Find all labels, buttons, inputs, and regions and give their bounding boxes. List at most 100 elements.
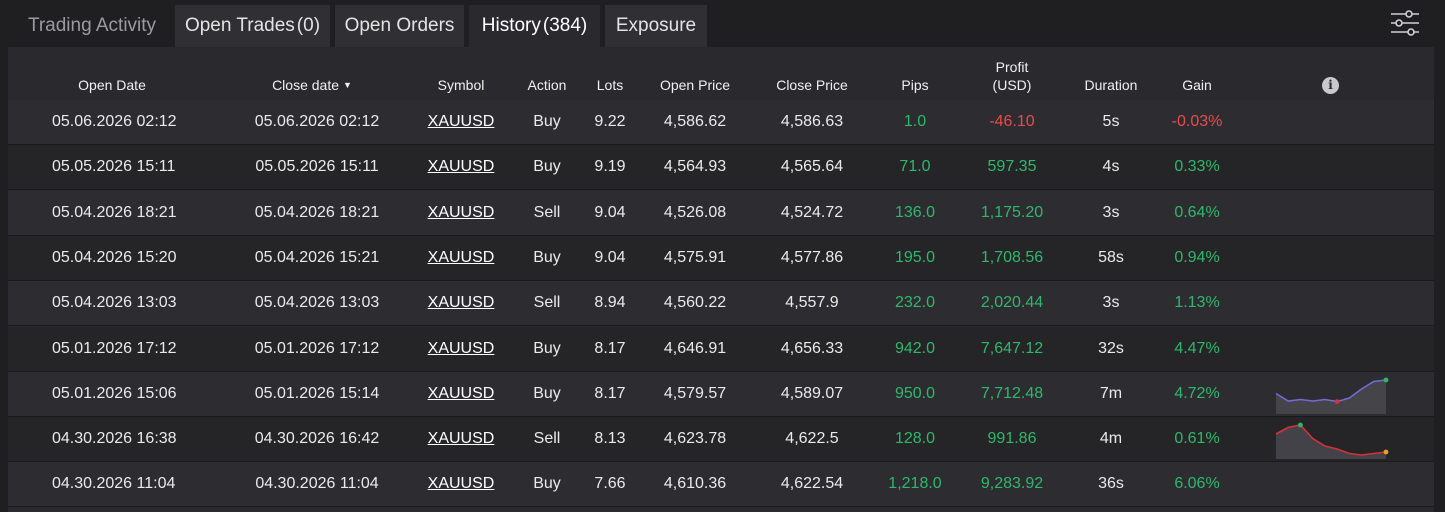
cell-action: Buy (533, 113, 561, 130)
cell-open-price: 4,586.62 (663, 113, 727, 130)
cell-lots: 8.13 (594, 430, 626, 448)
cell-open-price: 4,575.91 (663, 248, 727, 266)
cell-open-price: 4,526.08 (663, 203, 727, 221)
cell-pips: 942.0 (894, 339, 936, 357)
trade-sparkline (1275, 377, 1389, 414)
cell-open-date: 04.30.2026 11:04 (52, 475, 176, 493)
table-row[interactable]: 05.04.2026 15:20 05.04.2026 15:21 XAUUSD Bu… (8, 235, 1434, 281)
cell-symbol[interactable]: XAUUSD (427, 203, 495, 221)
tab-open-trades[interactable]: Open Trades (0) (175, 5, 330, 47)
col-pips[interactable]: Pips (901, 77, 929, 93)
tab-count: (384) (542, 15, 588, 36)
cell-symbol[interactable]: XAUUSD (427, 158, 495, 176)
cell-profit: 9,283.92 (980, 475, 1044, 493)
cell-lots: 7.66 (594, 475, 626, 493)
cell-open-price: 4,564.93 (663, 158, 727, 176)
col-gain[interactable]: Gain (1182, 77, 1212, 93)
cell-gain: 0.94% (1174, 248, 1220, 266)
tab-bar: Trading Activity Open Trades (0) Open Ord… (0, 0, 1445, 47)
col-duration[interactable]: Duration (1084, 77, 1138, 93)
cell-gain: 4.47% (1174, 339, 1220, 357)
cell-duration: 3s (1102, 203, 1120, 221)
table-row[interactable]: 04.30.2026 11:04 04.30.2026 11:04 XAUUSD Bu… (8, 462, 1434, 508)
cell-open-date: 05.01.2026 15:06 (52, 384, 177, 402)
cell-gain: -0.03% (1171, 113, 1223, 130)
cell-duration: 32s (1098, 339, 1124, 357)
cell-gain: 1.13% (1174, 294, 1220, 312)
tab-open-orders[interactable]: Open Orders (335, 5, 464, 47)
cell-close-date: 05.01.2026 15:14 (254, 384, 380, 402)
cell-lots: 9.04 (594, 248, 626, 266)
cell-pips: 136.0 (894, 203, 936, 221)
col-open-date[interactable]: Open Date (78, 77, 146, 93)
cell-open-date: 04.30.2026 16:38 (52, 430, 177, 448)
cell-gain: 6.06% (1174, 475, 1220, 493)
cell-pips: 1,218.0 (888, 475, 942, 493)
cell-gain: 4.72% (1174, 384, 1220, 402)
col-profit[interactable]: Profit (USD) (992, 59, 1032, 93)
cell-gain: 0.33% (1174, 158, 1220, 176)
cell-duration: 4m (1099, 430, 1123, 448)
cell-symbol[interactable]: XAUUSD (427, 294, 495, 312)
trade-sparkline (1275, 422, 1389, 460)
cell-duration: 5s (1102, 113, 1120, 130)
cell-close-date: 05.04.2026 15:21 (254, 248, 380, 266)
cell-duration: 7m (1099, 384, 1123, 402)
col-close-date[interactable]: Close date ▼ (272, 77, 352, 93)
table-row[interactable]: 05.04.2026 13:03 05.04.2026 13:03 XAUUSD Se… (8, 281, 1434, 327)
cell-lots: 8.94 (594, 294, 626, 312)
cell-symbol[interactable]: XAUUSD (427, 384, 495, 402)
tab-trading-activity[interactable]: Trading Activity (12, 5, 172, 47)
cell-action: Buy (533, 475, 561, 493)
info-circle-icon[interactable]: i (1322, 77, 1339, 94)
sparkline-low-marker (1334, 398, 1340, 404)
col-action[interactable]: Action (527, 77, 567, 93)
cell-symbol[interactable]: XAUUSD (427, 113, 495, 130)
cell-symbol[interactable]: XAUUSD (427, 430, 495, 448)
cell-action: Sell (533, 203, 561, 221)
cell-close-date: 04.30.2026 11:04 (255, 475, 379, 493)
cell-lots: 8.17 (594, 384, 626, 402)
col-open-price[interactable]: Open Price (659, 77, 731, 93)
tab-count: (0) (296, 15, 321, 36)
cell-close-price: 4,586.63 (780, 113, 844, 130)
cell-open-price: 4,623.78 (663, 430, 727, 448)
tab-exposure[interactable]: Exposure (605, 5, 707, 47)
sliders-icon[interactable] (1388, 8, 1422, 38)
cell-duration: 3s (1102, 294, 1120, 312)
col-close-price[interactable]: Close Price (776, 77, 848, 93)
cell-lots: 9.04 (594, 203, 626, 221)
table-row[interactable]: 04.30.2026 16:38 04.30.2026 16:42 XAUUSD Se… (8, 417, 1434, 463)
cell-close-date: 05.06.2026 02:12 (254, 113, 380, 130)
cell-lots: 9.22 (594, 113, 626, 130)
table-row[interactable]: 05.01.2026 17:12 05.01.2026 17:12 XAUUSD Bu… (8, 326, 1434, 372)
sparkline-area (1276, 379, 1386, 414)
table-row[interactable]: 05.01.2026 15:06 05.01.2026 15:14 XAUUSD Bu… (8, 371, 1434, 417)
cell-duration: 4s (1102, 158, 1120, 176)
table-row[interactable]: 05.06.2026 02:12 05.06.2026 02:12 XAUUSD Bu… (8, 100, 1434, 145)
sort-desc-icon: ▼ (343, 80, 352, 90)
tab-label: History (481, 15, 541, 36)
tab-history[interactable]: History (384) (469, 5, 600, 47)
cell-open-date: 05.04.2026 18:21 (52, 203, 177, 221)
cell-open-price: 4,646.91 (663, 339, 727, 357)
cell-duration: 36s (1098, 475, 1124, 493)
table-row[interactable]: 05.04.2026 18:21 05.04.2026 18:21 XAUUSD Se… (8, 190, 1434, 236)
cell-lots: 9.19 (594, 158, 626, 176)
col-symbol[interactable]: Symbol (437, 77, 485, 93)
cell-open-date: 05.04.2026 13:03 (52, 294, 177, 312)
col-lots[interactable]: Lots (596, 77, 624, 93)
cell-symbol[interactable]: XAUUSD (427, 339, 495, 357)
table-row[interactable]: 05.05.2026 15:11 05.05.2026 15:11 XAUUSD Bu… (8, 145, 1434, 191)
cell-gain: 0.61% (1174, 430, 1220, 448)
cell-close-price: 4,656.33 (780, 339, 844, 357)
sparkline-low-marker (1383, 449, 1389, 455)
cell-symbol[interactable]: XAUUSD (427, 248, 495, 266)
tab-label: Trading Activity (27, 15, 157, 36)
cell-open-price: 4,610.36 (663, 475, 727, 493)
cell-action: Sell (533, 294, 561, 312)
cell-close-price: 4,565.64 (780, 158, 844, 176)
cell-action: Buy (533, 248, 561, 266)
cell-symbol[interactable]: XAUUSD (427, 475, 495, 493)
cell-open-date: 05.04.2026 15:20 (52, 248, 177, 266)
